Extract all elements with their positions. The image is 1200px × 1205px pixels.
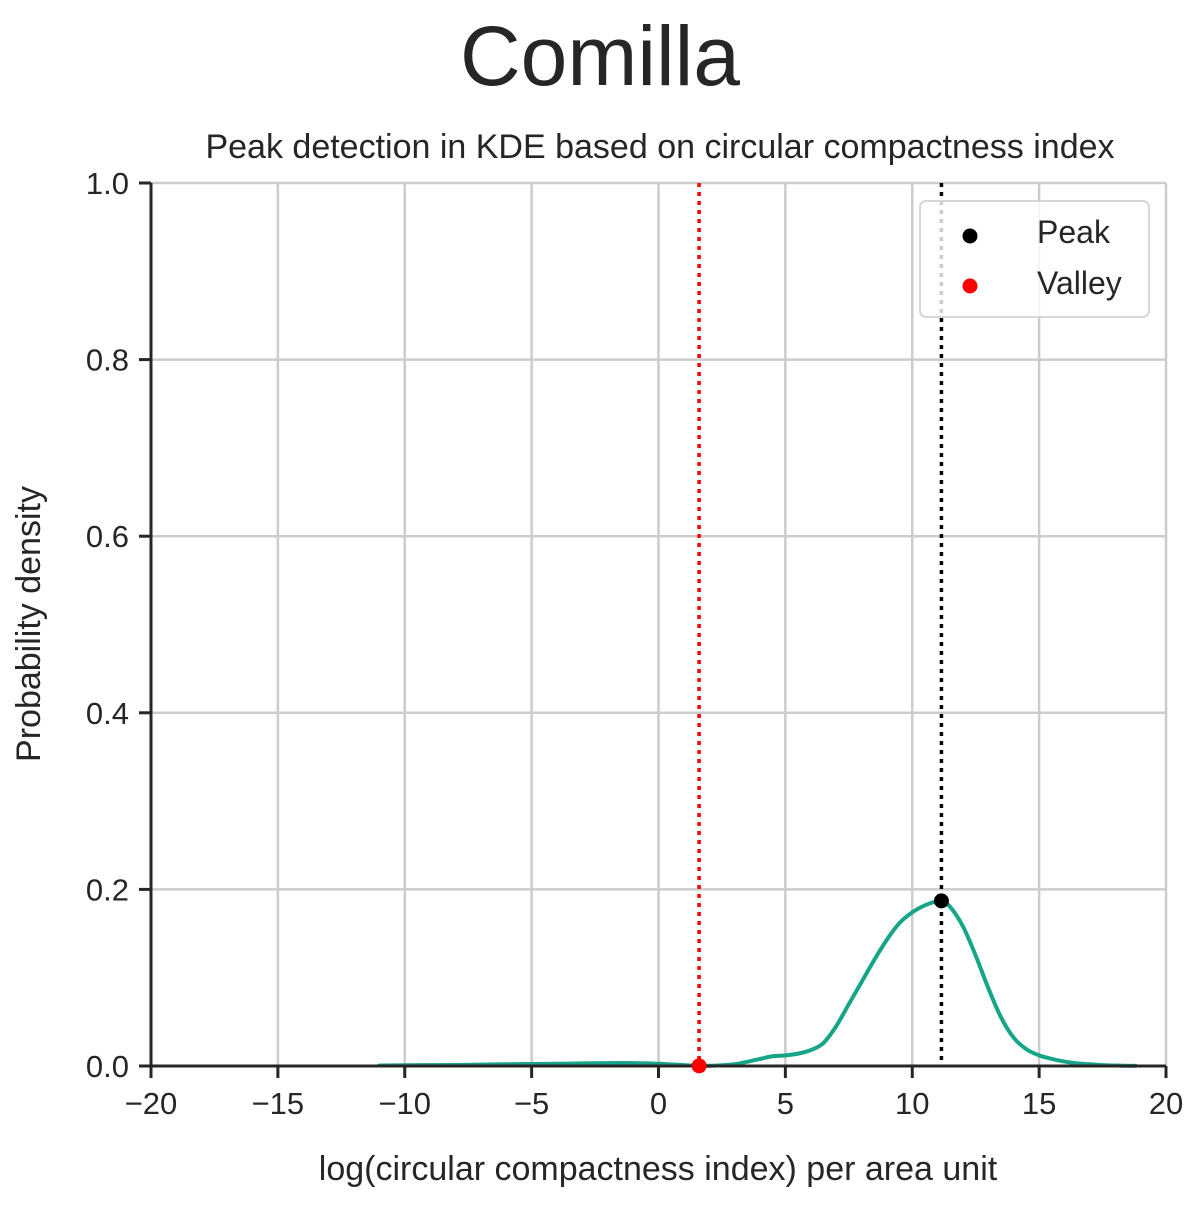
x-tick-label: 5	[777, 1086, 794, 1121]
x-tick-label: 20	[1149, 1086, 1183, 1121]
legend-box	[919, 200, 1150, 318]
y-tick-label: 0.0	[86, 1049, 129, 1084]
axes: −20 −15 −10 −5 0 5 10 15 20 0.0 0.2 0.4 0.6 0.8 1.0	[86, 166, 1183, 1121]
legend-peak-label: Peak	[1037, 214, 1111, 250]
x-tick-label: 15	[1022, 1086, 1056, 1121]
y-tick-label: 1.0	[86, 166, 129, 201]
kde-curve	[377, 898, 1138, 1068]
chart-title: Peak detection in KDE based on circular …	[205, 128, 1114, 166]
legend-valley-label: Valley	[1037, 265, 1122, 301]
marker-lines	[697, 183, 944, 1066]
y-tick-label: 0.2	[86, 872, 129, 907]
marker-points	[691, 893, 949, 1074]
y-tick-label: 0.8	[86, 343, 129, 378]
y-axis-label: Probability density	[10, 486, 48, 762]
peak-point	[933, 893, 949, 909]
grid	[149, 181, 1168, 1068]
legend-peak-marker	[962, 228, 978, 244]
x-tick-label: −5	[514, 1086, 549, 1121]
x-tick-label: −10	[378, 1086, 431, 1121]
x-axis-label: log(circular compactness index) per area…	[319, 1150, 998, 1188]
figure-suptitle: Comilla	[460, 9, 740, 103]
x-tick-label: −15	[252, 1086, 305, 1121]
x-tick-label: −20	[125, 1086, 178, 1121]
x-tick-label: 10	[895, 1086, 929, 1121]
y-tick-label: 0.6	[86, 519, 129, 554]
valley-point	[691, 1058, 707, 1074]
legend: Peak Valley	[919, 200, 1150, 318]
kde-series	[377, 898, 1138, 1068]
x-tick-label: 0	[650, 1086, 667, 1121]
y-tick-label: 0.4	[86, 696, 129, 731]
legend-valley-marker	[962, 278, 978, 294]
